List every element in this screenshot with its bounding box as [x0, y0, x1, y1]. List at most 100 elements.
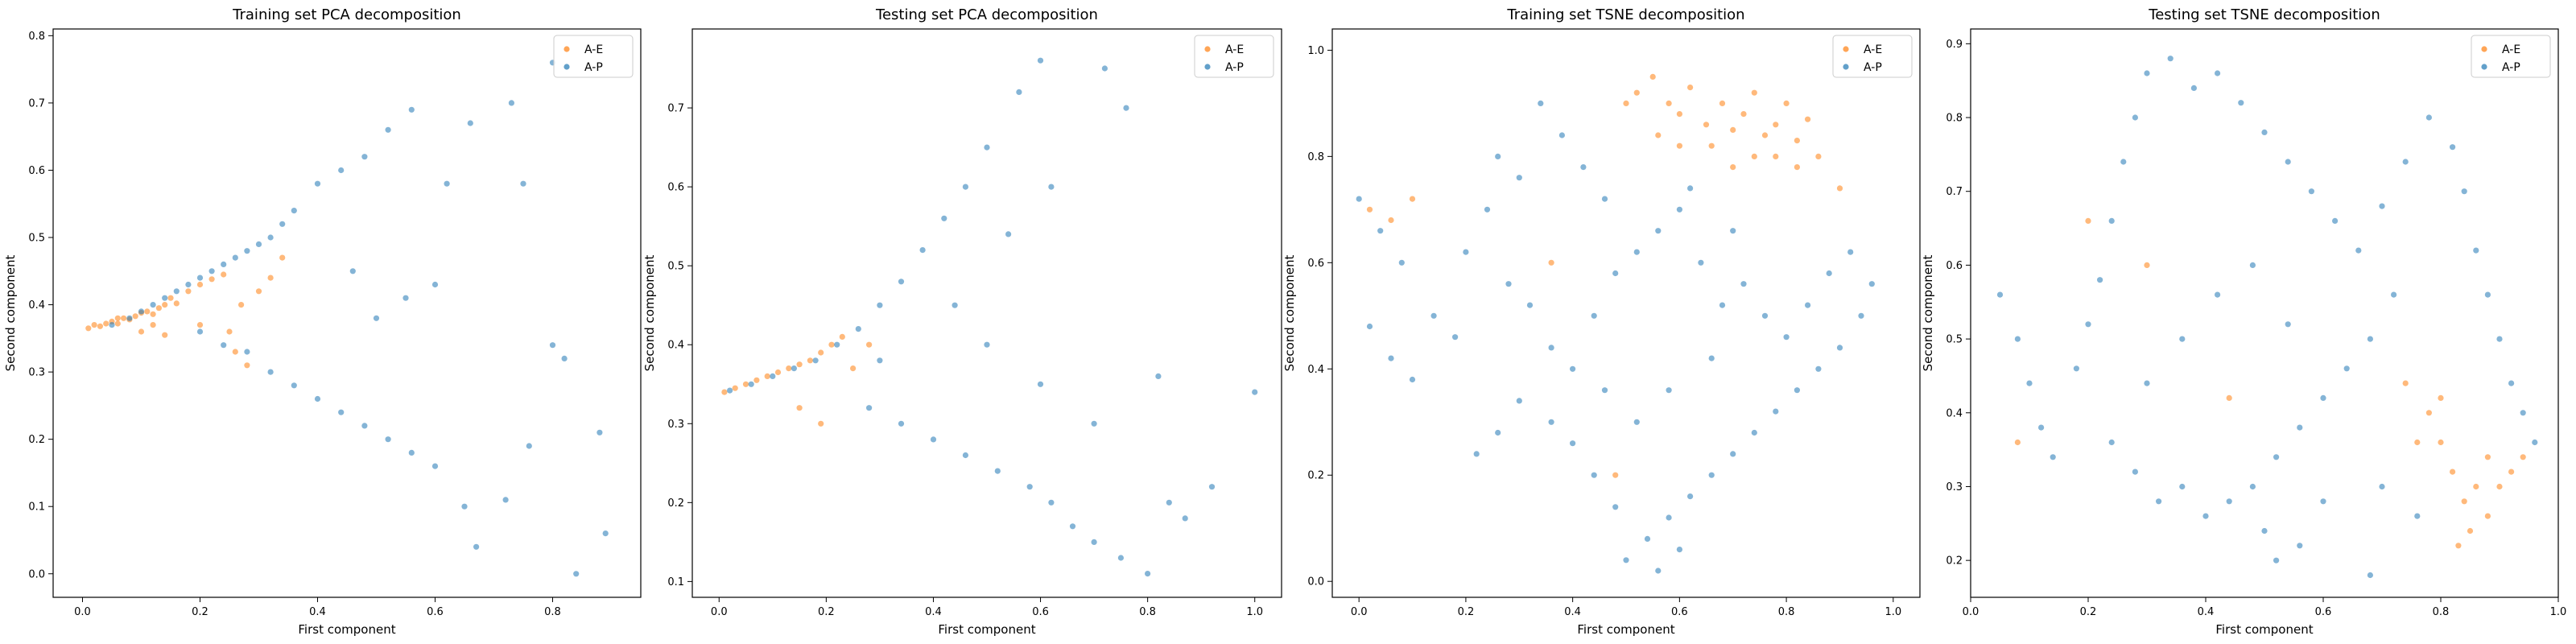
x-axis-label: First component	[938, 622, 1035, 637]
scatter-point	[1069, 523, 1076, 530]
scatter-point	[1252, 389, 1258, 395]
scatter-point	[2014, 439, 2021, 446]
plot-frame	[1970, 28, 2559, 598]
scatter-point	[1794, 138, 1800, 144]
y-tick-label: 0.5	[667, 261, 684, 273]
scatter-point	[2461, 188, 2467, 195]
scatter-point	[126, 315, 133, 321]
scatter-point	[221, 261, 227, 267]
scatter-point	[338, 409, 345, 415]
scatter-point	[2484, 454, 2491, 460]
y-tick-label: 0.7	[667, 103, 684, 115]
scatter-point	[2132, 114, 2138, 121]
scatter-point	[526, 443, 532, 449]
series-a-p	[1996, 56, 2538, 579]
y-axis-label: Second component	[1282, 254, 1297, 371]
x-tick-label: 1.0	[1246, 606, 1263, 618]
scatter-point	[866, 341, 873, 348]
scatter-point	[2297, 424, 2303, 431]
scatter-point	[361, 423, 368, 429]
scatter-point	[431, 463, 439, 469]
x-tick-label: 0.4	[925, 606, 942, 618]
scatter-point	[291, 382, 297, 389]
scatter-point	[602, 530, 609, 537]
scatter-point	[121, 315, 127, 321]
scatter-point	[2508, 380, 2515, 386]
scatter-point	[1676, 111, 1682, 118]
y-tick-label: 0.6	[667, 182, 684, 194]
scatter-point	[962, 452, 968, 459]
scatter-point	[162, 295, 168, 301]
scatter-point	[196, 275, 204, 281]
scatter-point	[196, 322, 204, 328]
scatter-point	[2508, 469, 2515, 475]
y-tick-label: 0.4	[1307, 364, 1324, 376]
scatter-point	[2308, 188, 2314, 195]
scatter-point	[1815, 365, 1822, 372]
scatter-point	[255, 288, 262, 295]
scatter-point	[1016, 89, 1022, 95]
scatter-point	[2120, 159, 2127, 165]
legend-label-a-p: A-P	[2502, 61, 2520, 74]
scatter-point	[291, 208, 297, 214]
scatter-point	[1761, 312, 1769, 319]
scatter-point	[444, 180, 450, 187]
scatter-point	[2532, 439, 2538, 446]
scatter-point	[244, 248, 250, 254]
x-tick-label: 0.6	[1671, 606, 1688, 618]
scatter-points	[1996, 56, 2538, 579]
legend-marker-a-e	[2481, 46, 2487, 52]
scatter-point	[361, 154, 368, 160]
scatter-point	[1698, 259, 1704, 266]
scatter-point	[279, 254, 286, 261]
scatter-point	[877, 302, 883, 308]
scatter-point	[1666, 387, 1672, 394]
scatter-point	[1005, 231, 1012, 237]
scatter-point	[97, 323, 103, 329]
chart-panel-4: Testing set TSNE decomposition 0.0 0.2 0.4 0…	[1921, 6, 2566, 637]
scatter-point	[1117, 555, 1124, 561]
scatter-point	[1182, 515, 1188, 522]
scatter-point	[855, 326, 861, 332]
scatter-point	[2238, 100, 2244, 106]
y-tick-label: 0.7	[1946, 186, 1963, 198]
y-tick-label: 0.6	[28, 165, 45, 177]
x-axis-label: First component	[1577, 622, 1674, 637]
scatter-point	[573, 571, 580, 577]
scatter-point	[162, 332, 168, 338]
scatter-point	[196, 281, 204, 288]
scatter-point	[1208, 484, 1216, 490]
y-tick-label: 0.6	[1307, 258, 1324, 270]
scatter-point	[1676, 547, 1682, 553]
scatter-point	[2050, 454, 2056, 460]
scatter-point	[1708, 472, 1715, 478]
scatter-point	[208, 276, 215, 283]
scatter-point	[2273, 557, 2280, 564]
scatter-point	[1388, 217, 1394, 224]
scatter-point	[1591, 312, 1597, 319]
scatter-point	[221, 271, 227, 278]
scatter-point	[2014, 336, 2021, 342]
scatter-point	[1123, 105, 1129, 111]
scatter-point	[2438, 394, 2444, 401]
scatter-point	[2425, 410, 2432, 416]
scatter-point	[1452, 334, 1459, 341]
scatter-point	[2320, 498, 2326, 505]
scatter-point	[185, 281, 192, 288]
scatter-point	[1740, 111, 1747, 118]
scatter-point	[2249, 483, 2256, 490]
legend-box	[553, 35, 634, 78]
scatter-point	[1398, 259, 1405, 266]
scatter-point	[461, 503, 468, 510]
x-tick-label: 0.2	[818, 606, 835, 618]
y-axis-label: Second component	[3, 254, 18, 371]
chart-panel-1: Training set PCA decomposition 0.0 0.2 0.4 0…	[3, 6, 642, 637]
scatter-point	[1773, 153, 1779, 159]
chart-panel-2: Testing set PCA decomposition 0.0 0.2 0.4 0.…	[642, 6, 1282, 637]
scatter-point	[1558, 132, 1565, 138]
scatter-point	[1740, 281, 1747, 287]
scatter-point	[2414, 513, 2421, 519]
scatter-point	[1505, 281, 1512, 287]
scatter-point	[1409, 376, 1416, 383]
scatter-point	[1815, 153, 1822, 159]
